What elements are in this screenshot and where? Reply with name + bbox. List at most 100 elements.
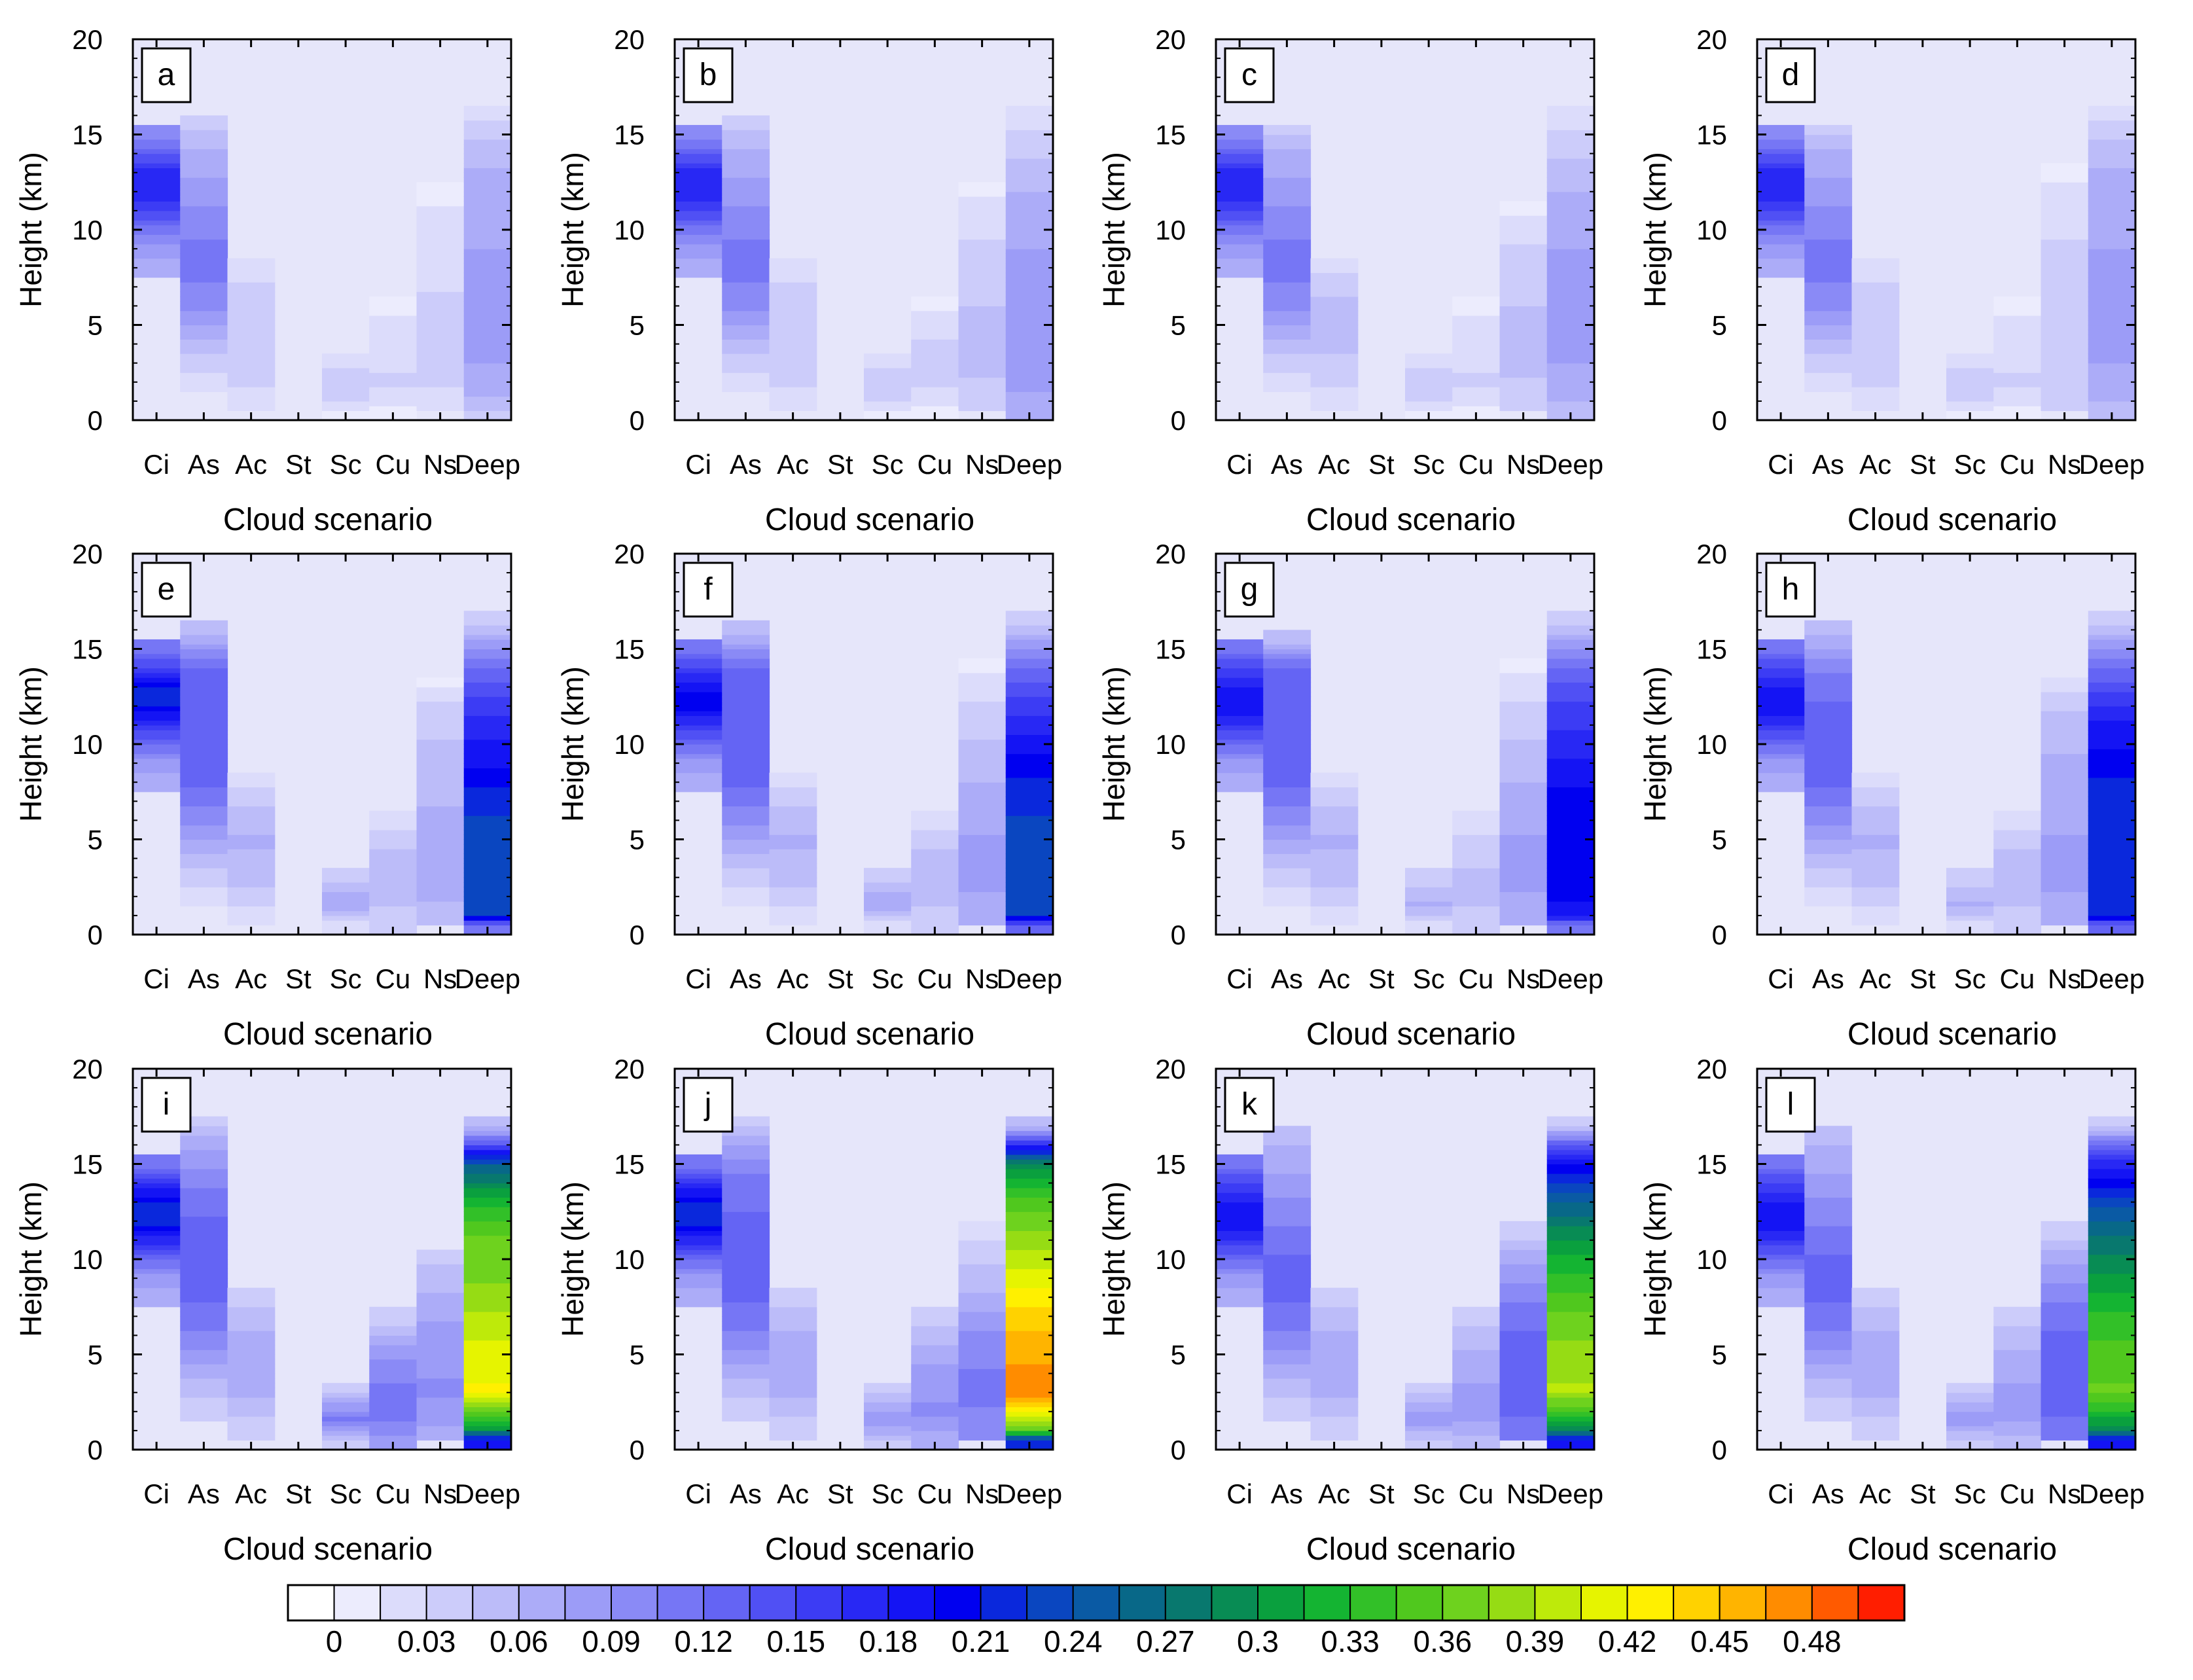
heat-cell bbox=[227, 1331, 276, 1336]
heat-cell bbox=[2088, 744, 2136, 749]
heat-cell bbox=[1310, 1378, 1359, 1384]
y-tick-label: 10 bbox=[614, 215, 645, 245]
heat-cell bbox=[1005, 1183, 1054, 1189]
x-tick-label: Deep bbox=[455, 449, 520, 480]
colorbar-tick-label: 0.39 bbox=[1506, 1624, 1565, 1658]
heat-cell bbox=[1804, 839, 1853, 845]
heat-cell bbox=[463, 1416, 512, 1421]
heat-cell bbox=[722, 1411, 770, 1417]
heat-cell bbox=[416, 306, 465, 312]
heat-cell bbox=[1546, 1297, 1595, 1303]
heat-cell bbox=[180, 291, 228, 297]
heat-cell bbox=[911, 1316, 959, 1322]
heat-cell bbox=[1546, 1359, 1595, 1365]
heat-cell bbox=[369, 853, 418, 859]
column-sc bbox=[864, 1383, 912, 1450]
colorbar-swatch bbox=[564, 1584, 612, 1621]
heat-cell bbox=[227, 872, 276, 878]
heat-cell bbox=[463, 1283, 512, 1289]
heat-cell bbox=[958, 1368, 1007, 1374]
heat-cell bbox=[416, 1259, 465, 1264]
heat-cell bbox=[1851, 334, 1900, 340]
heat-cell bbox=[180, 1235, 228, 1241]
heat-cell bbox=[722, 691, 770, 697]
heat-cell bbox=[180, 644, 228, 650]
heat-cell bbox=[1757, 677, 1805, 683]
heat-cell bbox=[1005, 615, 1054, 621]
heat-cell bbox=[1851, 882, 1900, 887]
heat-cell bbox=[2088, 1168, 2136, 1174]
heat-cell bbox=[2041, 730, 2089, 736]
heat-cell bbox=[1452, 1340, 1501, 1346]
heat-cell bbox=[1946, 1416, 1994, 1421]
heat-cell bbox=[1263, 1302, 1311, 1308]
heat-cell bbox=[133, 220, 181, 226]
heat-cell bbox=[1452, 1373, 1501, 1379]
heat-cell bbox=[180, 658, 228, 664]
heat-cell bbox=[722, 163, 770, 169]
heat-cell bbox=[463, 906, 512, 912]
heat-cell bbox=[1005, 649, 1054, 654]
heat-cell bbox=[1499, 768, 1548, 774]
heat-cell bbox=[180, 1206, 228, 1212]
heat-cell bbox=[416, 1421, 465, 1427]
heat-cell bbox=[180, 810, 228, 816]
x-tick-label: Ac bbox=[1318, 1478, 1350, 1509]
heat-cell bbox=[958, 1387, 1007, 1393]
heat-cell bbox=[1452, 1425, 1501, 1431]
heat-cell bbox=[227, 882, 276, 887]
heat-cell bbox=[1804, 1235, 1853, 1241]
colorbar-swatch bbox=[380, 1584, 427, 1621]
heat-cell bbox=[416, 696, 465, 702]
heat-cell bbox=[1946, 872, 1994, 878]
heat-cell bbox=[722, 649, 770, 654]
column-as bbox=[1263, 124, 1311, 392]
heat-cell bbox=[1804, 730, 1853, 736]
heat-cell bbox=[1005, 711, 1054, 716]
heat-cell bbox=[1452, 920, 1501, 926]
heat-cell bbox=[227, 1321, 276, 1327]
heat-cell bbox=[958, 820, 1007, 826]
heat-cell bbox=[1757, 1173, 1805, 1179]
heat-cell bbox=[416, 1354, 465, 1360]
heat-cell bbox=[180, 706, 228, 711]
x-tick-label: Cu bbox=[2000, 449, 2035, 480]
heat-cell bbox=[180, 849, 228, 854]
heat-cell bbox=[2041, 677, 2089, 683]
column-ci bbox=[133, 124, 181, 278]
heat-cell bbox=[1005, 210, 1054, 216]
heat-cell bbox=[1263, 768, 1311, 774]
column-deep bbox=[2088, 611, 2136, 935]
heat-cell bbox=[675, 1173, 722, 1179]
heat-cell bbox=[958, 243, 1007, 249]
heat-cell bbox=[416, 682, 465, 688]
heat-cell bbox=[463, 239, 512, 245]
heat-cell bbox=[227, 282, 276, 287]
heat-cell bbox=[769, 820, 817, 826]
y-tick-label: 0 bbox=[88, 405, 103, 436]
heat-cell bbox=[2041, 724, 2089, 730]
heat-cell bbox=[369, 810, 418, 816]
heat-cell bbox=[911, 382, 959, 387]
heat-cell bbox=[1804, 187, 1853, 192]
heat-cell bbox=[463, 301, 512, 307]
heat-cell bbox=[2041, 239, 2089, 245]
heat-cell bbox=[769, 1392, 817, 1398]
heat-cell bbox=[1546, 782, 1595, 788]
heat-cell bbox=[1499, 777, 1548, 783]
heat-cell bbox=[1499, 358, 1548, 364]
heat-cell bbox=[675, 715, 722, 721]
heat-cell bbox=[180, 691, 228, 697]
heat-cell bbox=[416, 287, 465, 293]
heat-cell bbox=[1263, 1416, 1311, 1421]
heat-cell bbox=[675, 701, 722, 707]
heat-cell bbox=[769, 353, 817, 359]
heat-cell bbox=[1499, 1364, 1548, 1369]
heat-cell bbox=[958, 1302, 1007, 1308]
heat-cell bbox=[722, 196, 770, 202]
x-axis-title: Cloud scenario bbox=[765, 1532, 974, 1567]
y-tick-label: 15 bbox=[614, 634, 645, 665]
heat-cell bbox=[1804, 763, 1853, 768]
heat-cell bbox=[133, 153, 181, 159]
